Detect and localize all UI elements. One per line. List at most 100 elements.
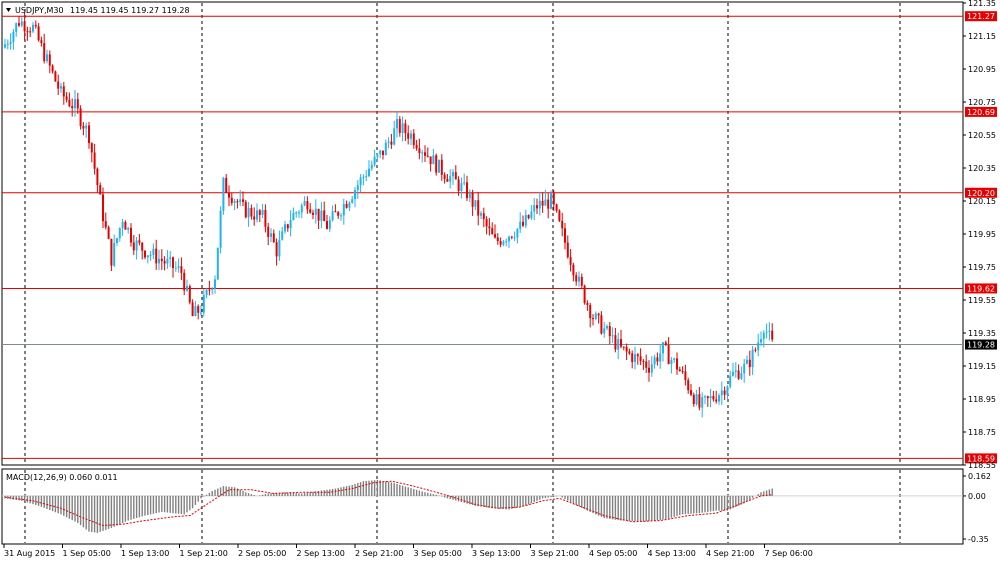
- horizontal-levels[interactable]: 121.27 120.69 120.20 119.62 118.59 119.28: [2, 11, 997, 464]
- candle-body: [558, 210, 561, 221]
- candle-body: [712, 396, 715, 400]
- candle-body: [510, 236, 513, 238]
- candle-body: [771, 330, 774, 340]
- time-tick-label: 2 Sep 13:00: [297, 549, 345, 558]
- candle-body: [228, 192, 230, 198]
- candle-body: [284, 224, 286, 232]
- candle-body: [505, 241, 508, 243]
- level-label-bg: [965, 283, 997, 294]
- time-tick-label: 3 Sep 13:00: [472, 549, 520, 558]
- candle-body: [82, 126, 85, 129]
- candle-body: [306, 201, 309, 210]
- candle-body: [494, 234, 496, 238]
- candle-body: [566, 242, 569, 258]
- price-tick-label: 118.55: [968, 461, 996, 470]
- price-tick-label: 119.55: [968, 296, 996, 305]
- candle-body: [23, 21, 26, 32]
- candle-body: [550, 193, 552, 209]
- candle-body: [440, 159, 443, 175]
- candle-body: [620, 339, 622, 347]
- price-tick-label: 119.75: [968, 263, 996, 272]
- candle-body: [522, 221, 524, 226]
- candle-body: [426, 155, 429, 157]
- candle-body: [720, 390, 723, 396]
- candle-body: [552, 193, 555, 205]
- candle-body: [516, 228, 519, 238]
- candle-body: [692, 394, 695, 405]
- candle-body: [289, 220, 292, 229]
- symbol-timeframe: USDJPY,M30: [15, 6, 64, 15]
- candle-body: [104, 221, 107, 228]
- candle-body: [149, 254, 152, 256]
- time-tick-label: 1 Sep 05:00: [63, 549, 111, 558]
- candle-body: [57, 81, 60, 89]
- time-tick-label: 1 Sep 21:00: [180, 549, 228, 558]
- candle-body: [54, 71, 57, 82]
- candle-body: [454, 172, 457, 180]
- candle-body: [670, 359, 673, 365]
- candle-body: [687, 380, 690, 391]
- candle-body: [676, 358, 678, 370]
- candle-body: [200, 312, 202, 314]
- candle-body: [734, 370, 737, 372]
- candle-body: [608, 326, 611, 337]
- candle-body: [606, 326, 608, 329]
- candle-body: [166, 258, 169, 264]
- candle-body: [561, 220, 564, 229]
- candle-body: [474, 200, 477, 207]
- candle-body: [659, 353, 662, 362]
- candle-body: [256, 210, 258, 220]
- time-tick-label: 2 Sep 21:00: [355, 549, 403, 558]
- candle-body: [508, 236, 510, 242]
- triangle-down-icon[interactable]: [6, 8, 11, 12]
- candle-body: [96, 168, 99, 186]
- price-tick-label: 120.35: [968, 164, 996, 173]
- candle-body: [298, 212, 300, 214]
- candle-body: [597, 313, 600, 316]
- candle-body: [762, 332, 765, 339]
- candle-body: [748, 359, 751, 368]
- candle-body: [230, 197, 233, 203]
- candle-body: [48, 54, 51, 66]
- candle-body: [174, 267, 177, 269]
- current-price-label-bg: [965, 339, 997, 350]
- candle-body: [258, 210, 261, 215]
- candle-body: [368, 168, 370, 177]
- current-price-label: 119.28: [967, 341, 995, 350]
- candle-body: [449, 176, 452, 182]
- candle-body: [74, 99, 76, 109]
- candle-body: [468, 192, 471, 199]
- candle-body: [135, 240, 138, 251]
- candle-body: [247, 207, 250, 218]
- candles: [4, 12, 774, 418]
- candle-body: [564, 228, 566, 243]
- candle-body: [706, 396, 709, 399]
- price-tick-label: 121.15: [968, 32, 996, 41]
- candle-body: [698, 394, 701, 408]
- candle-body: [544, 199, 547, 206]
- candle-body: [373, 156, 376, 165]
- candle-body: [323, 210, 326, 222]
- candle-body: [272, 233, 275, 243]
- candle-body: [715, 399, 718, 402]
- candle-body: [502, 241, 505, 245]
- candle-body: [93, 152, 96, 169]
- candle-body: [418, 148, 421, 154]
- candle-body: [60, 86, 62, 89]
- candle-body: [757, 342, 760, 351]
- candle-body: [18, 23, 20, 26]
- candle-body: [110, 238, 113, 266]
- candle-body: [410, 133, 412, 139]
- candle-body: [348, 202, 351, 208]
- candle-body: [141, 242, 144, 251]
- candle-body: [650, 364, 653, 373]
- candle-body: [340, 215, 342, 217]
- candle-body: [466, 182, 468, 199]
- candle-body: [547, 199, 550, 209]
- candle-body: [760, 338, 762, 343]
- candle-body: [253, 216, 256, 220]
- candle-body: [622, 346, 625, 348]
- candle-body: [76, 99, 79, 109]
